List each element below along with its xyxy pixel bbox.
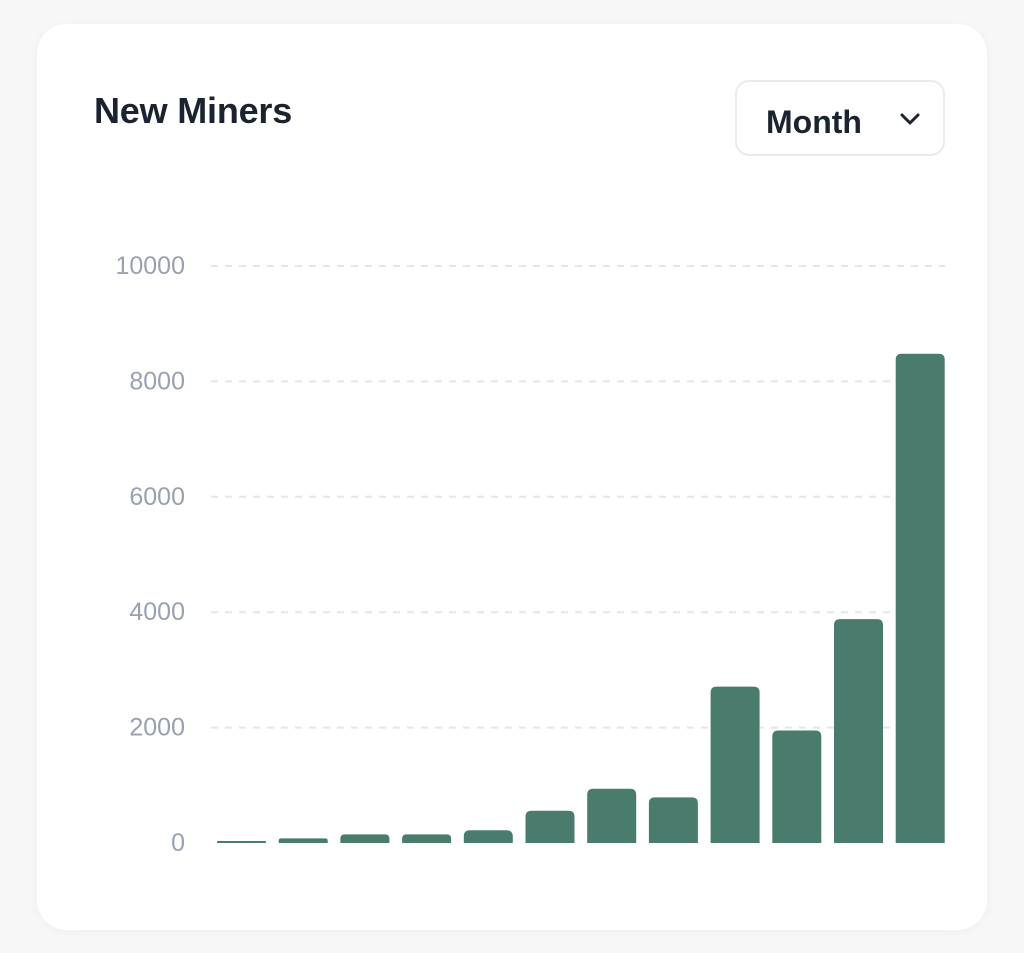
bar xyxy=(710,686,760,843)
period-select[interactable]: Month xyxy=(735,80,945,156)
y-tick-label: 2000 xyxy=(129,714,185,742)
bar xyxy=(834,619,883,843)
y-tick-label: 10000 xyxy=(115,252,185,280)
bar xyxy=(463,830,513,843)
y-tick-label: 8000 xyxy=(129,367,185,395)
bar xyxy=(772,730,822,843)
bar xyxy=(217,841,266,843)
bar xyxy=(525,810,575,843)
chevron-down-icon xyxy=(900,113,920,125)
y-tick-label: 6000 xyxy=(129,483,185,511)
bar xyxy=(587,788,637,843)
bar xyxy=(402,834,452,843)
y-tick-label: 0 xyxy=(171,829,185,857)
bar xyxy=(278,838,328,843)
card-title: New Miners xyxy=(94,90,293,131)
period-select-value: Month xyxy=(766,104,862,140)
bar-chart: 0 2000 4000 6000 8000 10000 xyxy=(115,252,945,857)
y-tick-label: 4000 xyxy=(129,598,185,626)
bar xyxy=(895,353,945,843)
new-miners-card: New Miners Month 0 2000 4000 6000 8000 10000 xyxy=(37,24,987,930)
bar xyxy=(648,797,698,843)
bar xyxy=(340,834,390,843)
